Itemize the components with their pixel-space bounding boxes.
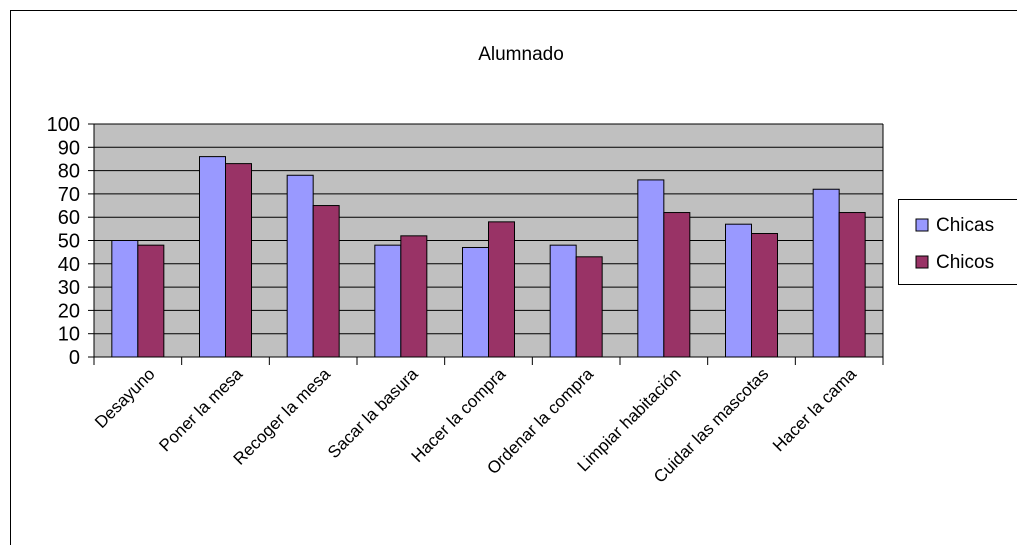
bar-chicas-2 [286,174,314,358]
y-tick-label: 50 [58,231,80,253]
legend-swatch-chicas [915,218,929,232]
legend-label-chicos: Chicos [936,252,994,273]
bar-chicas-0 [111,240,139,358]
bar-chicas-6 [637,179,665,358]
bar-chicos-3 [400,235,428,358]
legend-swatch-chicos [915,255,929,269]
legend: Chicas Chicos [898,199,1017,285]
bar-chicos-5 [575,256,603,358]
y-tick-label: 10 [58,324,80,346]
bar-chicas-1 [199,156,226,358]
bar-chicas-3 [374,244,402,358]
legend-box [898,199,1017,285]
y-tick-label: 20 [58,300,80,322]
legend-label-chicas: Chicas [936,215,994,236]
y-tick-label: 60 [58,207,80,229]
bar-chicos-6 [663,212,691,358]
y-tick-label: 30 [58,277,80,299]
bar-chicas-5 [549,244,577,358]
y-tick-label: 100 [47,114,80,136]
bar-chicos-7 [751,233,778,358]
y-tick-label: 0 [69,347,80,369]
bar-chicos-8 [838,212,866,358]
y-tick-label: 90 [58,137,80,159]
bar-chicas-8 [812,188,840,358]
bar-chicos-0 [137,244,165,358]
y-tick-label: 40 [58,254,80,276]
bar-chicos-4 [488,221,515,358]
bar-chicas-7 [725,223,752,358]
bar-chicas-4 [462,246,489,358]
y-tick-label: 80 [58,161,80,183]
bar-chicos-2 [312,205,340,358]
y-tick-label: 70 [58,184,80,206]
chart-title: Alumnado [478,44,564,65]
bar-chicos-1 [225,163,252,358]
